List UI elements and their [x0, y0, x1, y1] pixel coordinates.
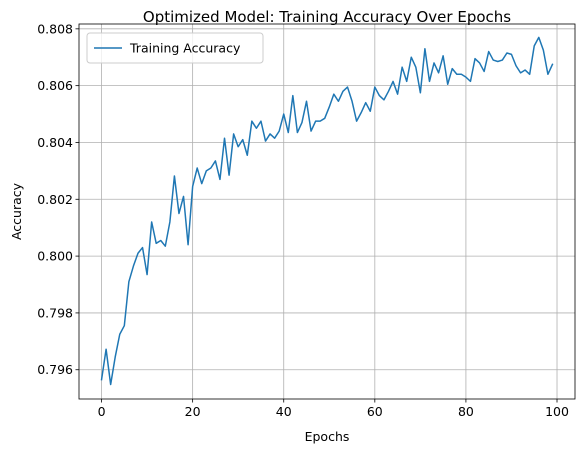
y-tick-label: 0.804: [37, 135, 73, 150]
y-tick-label: 0.802: [37, 192, 73, 207]
x-tick-label: 60: [367, 404, 383, 419]
axis-ticks: 0 20 40 60 80 100 0.796 0.798 0.800 0.802 0.804 0.8…: [37, 21, 569, 419]
x-tick-label: 40: [276, 404, 292, 419]
x-tick-label: 0: [98, 404, 106, 419]
x-tick-label: 100: [545, 404, 569, 419]
y-tick-label: 0.800: [37, 249, 73, 264]
y-tick-label: 0.798: [37, 305, 73, 320]
legend: Training Accuracy: [86, 32, 264, 64]
training-accuracy-line: [100, 36, 554, 386]
legend-box: [86, 32, 264, 64]
x-axis-label: Epochs: [305, 429, 350, 444]
x-tick-label: 80: [458, 404, 474, 419]
plot-frame: [78, 23, 576, 400]
x-tick-label: 20: [185, 404, 201, 419]
legend-label: Training Accuracy: [129, 41, 241, 56]
y-tick-label: 0.808: [37, 21, 73, 36]
chart-title: Optimized Model: Training Accuracy Over …: [143, 8, 511, 26]
y-axis-label: Accuracy: [9, 182, 24, 240]
y-tick-label: 0.796: [37, 362, 73, 377]
grid: [79, 24, 575, 399]
y-tick-label: 0.806: [37, 78, 73, 93]
